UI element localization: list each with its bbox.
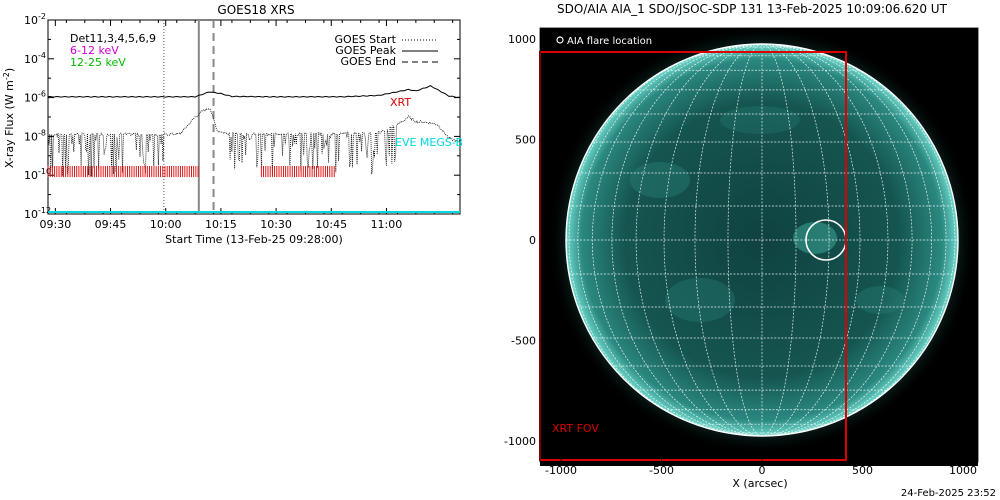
longitude-line [761,44,797,436]
goes-title: GOES18 XRS [217,3,294,17]
longitude-line [591,44,763,436]
legend-right: GOES Start GOES Peak GOES End [335,33,438,68]
legend-left: Det11,3,4,5,6,9 6-12 keV 12-25 keV [70,32,156,69]
aia-y-tick-label: 1000 [508,33,536,46]
legend-circle-icon [556,36,564,44]
x-tick-label: 11:00 [371,218,403,231]
goes-series [47,85,461,177]
x-tick-label: 10:15 [205,218,237,231]
legend-high-energy: 12-25 keV [70,56,126,69]
aia-y-tick-label: -500 [511,335,536,348]
aia-x-axis-label: X (arcsec) [732,477,787,490]
aia-x-tick-label: -500 [649,464,674,477]
y-tick-label: 10-2 [24,12,46,27]
y-axis-label: X-ray Flux (W m-2) [2,68,16,168]
x-axis-label: Start Time (13-Feb-25 09:28:00) [165,233,343,246]
y-tick-label: 10-4 [24,51,46,66]
longitude-line [568,44,763,436]
footer-timestamp: 24-Feb-2025 23:52 [901,488,996,499]
x-axis-ticks: 09:30 09:45 10:00 10:15 10:30 10:45 11:00 [40,20,454,231]
legend-detectors: Det11,3,4,5,6,9 [70,32,156,45]
aia-title: SDO/AIA AIA_1 SDO/JSOC-SDP 131 13-Feb-20… [557,2,948,16]
legend-goes-end: GOES End [340,55,396,68]
longitude-line [761,44,956,436]
longitude-line [577,44,763,436]
xrt-label: XRT [390,96,411,109]
eve-label: EVE MEGS-B [395,136,463,149]
longitude-line [727,44,763,436]
solar-limb [565,43,959,437]
longitude-line [761,44,889,436]
aia-x-tick-label: 500 [852,464,873,477]
goes-short-line [47,107,461,177]
longitude-line [694,44,763,436]
x-tick-label: 09:45 [95,218,127,231]
goes-event-lines [163,20,215,214]
aia-x-tick-label: 1000 [949,464,977,477]
aia-y-tick-label: 0 [529,234,536,247]
y-tick-label: 10-8 [24,128,46,143]
longitude-line [611,44,763,436]
y-tick-label: 10-10 [24,167,51,182]
x-tick-label: 10:30 [260,218,292,231]
y-tick-label: 10-6 [24,90,46,105]
x-tick-label: 10:00 [150,218,182,231]
x-tick-label: 09:30 [40,218,72,231]
xrt-fov-label: XRT FOV [552,422,599,435]
aia-plot-frame [539,27,979,463]
aia-y-tick-label: 500 [515,133,536,146]
x-tick-label: 10:45 [315,218,347,231]
aia-y-tick-label: -1000 [504,435,536,448]
heliographic-grid [566,44,958,436]
y-tick-label: 10-12 [24,206,51,221]
legend-low-energy: 6-12 keV [70,44,119,57]
aia-axis-ticks: -1000 -1000 -500 -500 0 0 500 500 1000 1000 [504,33,977,477]
longitude-line [761,44,933,436]
legend-goes-peak: GOES Peak [335,44,396,57]
xrt-coverage-bars [47,165,335,178]
aia-x-tick-label: 0 [759,464,766,477]
goes-long-line [47,85,460,98]
y-axis-ticks: 10-2 10-4 10-6 10-8 10-10 10-12 [24,12,460,221]
longitude-line [761,44,947,436]
legend-goes-start: GOES Start [335,33,397,46]
active-regions [630,106,904,322]
longitude-line [635,44,763,436]
aia-x-tick-label: -1000 [545,464,577,477]
longitude-line [761,44,913,436]
longitude-line [761,44,830,436]
aia-legend: AIA flare location [567,36,652,47]
